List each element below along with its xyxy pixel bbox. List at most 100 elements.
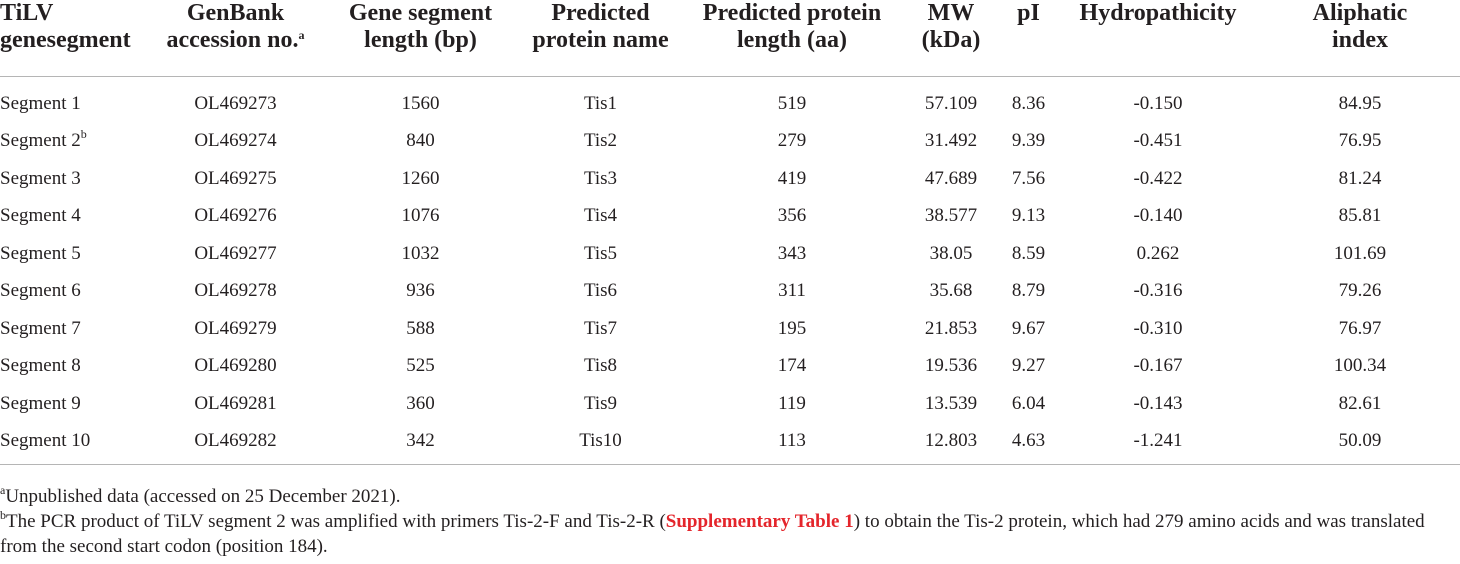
segment-cell: Segment 9 — [0, 385, 148, 423]
hydropathicity-cell: 0.262 — [1056, 235, 1260, 273]
protein-name-cell: Tis9 — [518, 385, 683, 423]
accession-cell: OL469273 — [148, 77, 323, 123]
accession-cell: OL469279 — [148, 310, 323, 348]
hydropathicity-cell-text: -0.422 — [1133, 167, 1183, 189]
pi-cell-text: 8.59 — [1011, 242, 1046, 264]
protein-name-cell: Tis7 — [518, 310, 683, 348]
aliphatic-index-cell: 76.95 — [1260, 123, 1460, 161]
hydropathicity-cell: -1.241 — [1056, 423, 1260, 465]
segment-cell-text: Segment 2 — [0, 130, 81, 152]
length-aa-cell-text: 113 — [778, 430, 806, 452]
mw-cell-text: 21.853 — [924, 317, 978, 339]
aliphatic-index-cell-text: 85.81 — [1338, 205, 1382, 227]
column-header-line2: index — [1331, 27, 1388, 53]
table-row: Segment 1 OL469273 1560 Tis1 519 57.109 8.36 -0… — [0, 77, 1460, 123]
pi-cell-text: 9.39 — [1011, 130, 1046, 152]
accession-cell-text: OL469274 — [194, 130, 277, 152]
column-header: pI — [1001, 0, 1056, 77]
length-aa-cell: 343 — [683, 235, 901, 273]
aliphatic-index-cell: 101.69 — [1260, 235, 1460, 273]
length-aa-cell: 279 — [683, 123, 901, 161]
supplementary-table-link[interactable]: Supplementary Table 1 — [665, 511, 854, 532]
protein-name-cell: Tis6 — [518, 273, 683, 311]
pi-cell: 6.04 — [1001, 385, 1056, 423]
length-bp-cell: 1032 — [323, 235, 518, 273]
length-bp-cell: 840 — [323, 123, 518, 161]
column-header-line2: length (bp) — [364, 27, 477, 53]
table-body: Segment 1 OL469273 1560 Tis1 519 57.109 8.36 -0… — [0, 77, 1460, 465]
table-row: Segment 10 OL469282 342 Tis10 113 12.803 4.63 -… — [0, 423, 1460, 465]
protein-name-cell-text: Tis5 — [583, 242, 618, 264]
column-header-line1: GenBank — [186, 0, 285, 26]
length-aa-cell-text: 119 — [778, 392, 806, 414]
column-header: Gene segment length (bp) — [323, 0, 518, 77]
column-header-line1: pI — [1017, 0, 1040, 26]
header-row: TiLV genesegment GenBank accession no.a Gene… — [0, 0, 1460, 77]
length-aa-cell: 356 — [683, 198, 901, 236]
footnote-b-text: The PCR product of TiLV segment 2 was am… — [6, 511, 666, 532]
accession-cell-text: OL469275 — [194, 167, 277, 189]
aliphatic-index-cell-text: 79.26 — [1338, 280, 1382, 302]
footnote-mark: b — [80, 127, 87, 142]
aliphatic-index-cell-text: 84.95 — [1338, 92, 1382, 114]
length-aa-cell-text: 519 — [777, 92, 807, 114]
hydropathicity-cell: -0.143 — [1056, 385, 1260, 423]
hydropathicity-cell-text: -0.451 — [1133, 130, 1183, 152]
column-header: Predicted protein name — [518, 0, 683, 77]
length-bp-cell-text: 525 — [406, 355, 435, 377]
accession-cell-text: OL469280 — [194, 355, 277, 377]
segment-cell-text: Segment 8 — [0, 355, 81, 377]
table-row: Segment 4 OL469276 1076 Tis4 356 38.577 9.13 -0… — [0, 198, 1460, 236]
length-bp-cell-text: 1560 — [401, 92, 440, 114]
aliphatic-index-cell-text: 76.95 — [1338, 130, 1382, 152]
pi-cell-text: 9.13 — [1011, 205, 1046, 227]
mw-cell: 12.803 — [901, 423, 1001, 465]
accession-cell: OL469281 — [148, 385, 323, 423]
aliphatic-index-cell-text: 100.34 — [1333, 355, 1387, 377]
aliphatic-index-cell: 50.09 — [1260, 423, 1460, 465]
hydropathicity-cell-text: -0.143 — [1133, 392, 1183, 414]
accession-cell: OL469274 — [148, 123, 323, 161]
protein-name-cell: Tis3 — [518, 160, 683, 198]
pi-cell: 9.39 — [1001, 123, 1056, 161]
segment-cell: Segment 7 — [0, 310, 148, 348]
aliphatic-index-cell-text: 82.61 — [1338, 392, 1382, 414]
aliphatic-index-cell: 82.61 — [1260, 385, 1460, 423]
pi-cell-text: 8.79 — [1011, 280, 1046, 302]
column-header-line1: Gene segment — [348, 0, 493, 26]
length-aa-cell-text: 279 — [777, 130, 807, 152]
length-aa-cell-text: 311 — [778, 280, 806, 302]
mw-cell-text: 12.803 — [924, 430, 978, 452]
protein-name-cell-text: Tis3 — [583, 167, 618, 189]
pi-cell: 9.13 — [1001, 198, 1056, 236]
accession-cell-text: OL469281 — [194, 392, 277, 414]
accession-cell-text: OL469277 — [194, 242, 277, 264]
table-row: Segment 3 OL469275 1260 Tis3 419 47.689 7.56 -0… — [0, 160, 1460, 198]
length-bp-cell: 342 — [323, 423, 518, 465]
length-bp-cell-text: 1076 — [401, 205, 440, 227]
pi-cell: 8.36 — [1001, 77, 1056, 123]
column-header: GenBank accession no.a — [148, 0, 323, 77]
segment-cell: Segment 10 — [0, 423, 148, 465]
table-row: Segment 8 OL469280 525 Tis8 174 19.536 9.27 -0.… — [0, 348, 1460, 386]
length-bp-cell-text: 342 — [406, 430, 435, 452]
accession-cell: OL469275 — [148, 160, 323, 198]
pi-cell: 8.59 — [1001, 235, 1056, 273]
column-header-line1: Hydropathicity — [1079, 0, 1237, 26]
pi-cell: 8.79 — [1001, 273, 1056, 311]
accession-cell-text: OL469273 — [194, 92, 277, 114]
column-header: Hydropathicity — [1056, 0, 1260, 77]
hydropathicity-cell: -0.310 — [1056, 310, 1260, 348]
aliphatic-index-cell-text: 101.69 — [1333, 242, 1387, 264]
length-aa-cell: 519 — [683, 77, 901, 123]
footnote-b-text-end: ) to obtain the Tis-2 protein, which had… — [0, 511, 1425, 557]
segment-cell: Segment 3 — [0, 160, 148, 198]
length-aa-cell: 113 — [683, 423, 901, 465]
table-row: Segment 5 OL469277 1032 Tis5 343 38.05 8.59 0.2… — [0, 235, 1460, 273]
footnotes: aUnpublished data (accessed on 25 Decemb… — [0, 484, 1460, 559]
length-aa-cell-text: 356 — [777, 205, 807, 227]
protein-name-cell-text: Tis2 — [583, 130, 618, 152]
mw-cell: 21.853 — [901, 310, 1001, 348]
length-bp-cell: 1260 — [323, 160, 518, 198]
mw-cell: 31.492 — [901, 123, 1001, 161]
